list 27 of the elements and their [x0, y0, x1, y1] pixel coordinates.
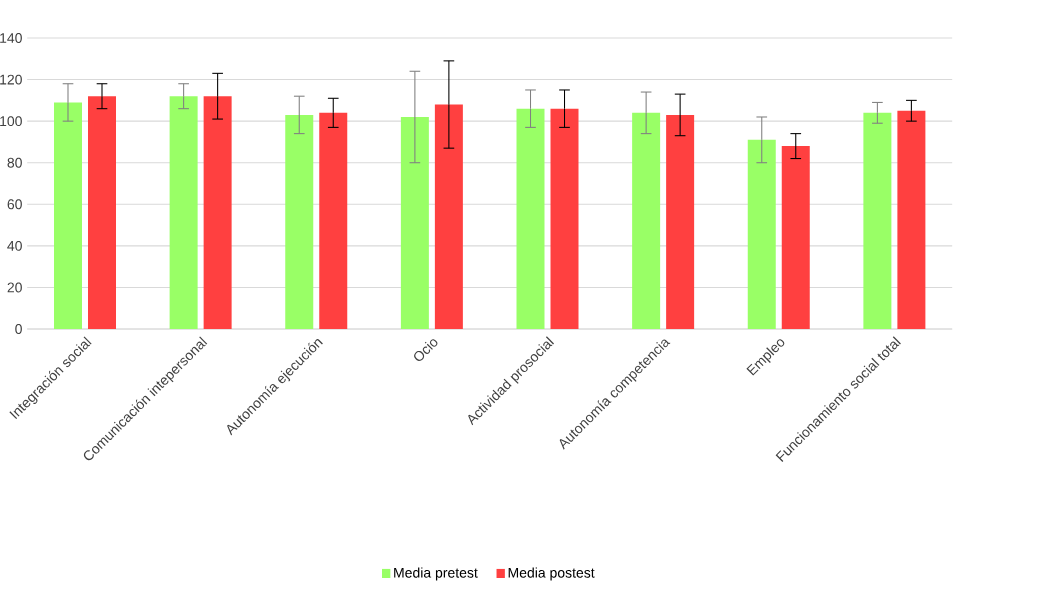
bar: [88, 96, 116, 329]
bar: [400, 116, 429, 329]
bar: [169, 96, 198, 329]
x-tick-label: Ocio: [414, 339, 438, 361]
bar: [666, 114, 695, 329]
y-tick-label: 60: [7, 199, 22, 210]
bar: [516, 108, 545, 329]
bar: [550, 108, 579, 329]
y-tick-label: 80: [7, 157, 22, 168]
y-tick-label: 140: [0, 33, 22, 43]
y-tick-label: 100: [0, 116, 22, 127]
bar: [863, 112, 892, 329]
legend-label: Media postest: [508, 567, 595, 581]
bar: [632, 112, 661, 329]
bar: [319, 112, 348, 329]
bar: [781, 146, 810, 329]
bar: [285, 114, 314, 329]
bar: [747, 139, 776, 329]
bar: [434, 104, 463, 329]
bar: [54, 102, 82, 329]
legend-label: Media pretest: [394, 567, 478, 581]
y-tick-label: 20: [7, 282, 22, 293]
bar: [203, 96, 232, 329]
y-tick-label: 40: [7, 240, 22, 251]
bar: [897, 110, 926, 329]
y-tick-label: 0: [15, 324, 22, 334]
y-tick-label: 120: [0, 74, 22, 85]
